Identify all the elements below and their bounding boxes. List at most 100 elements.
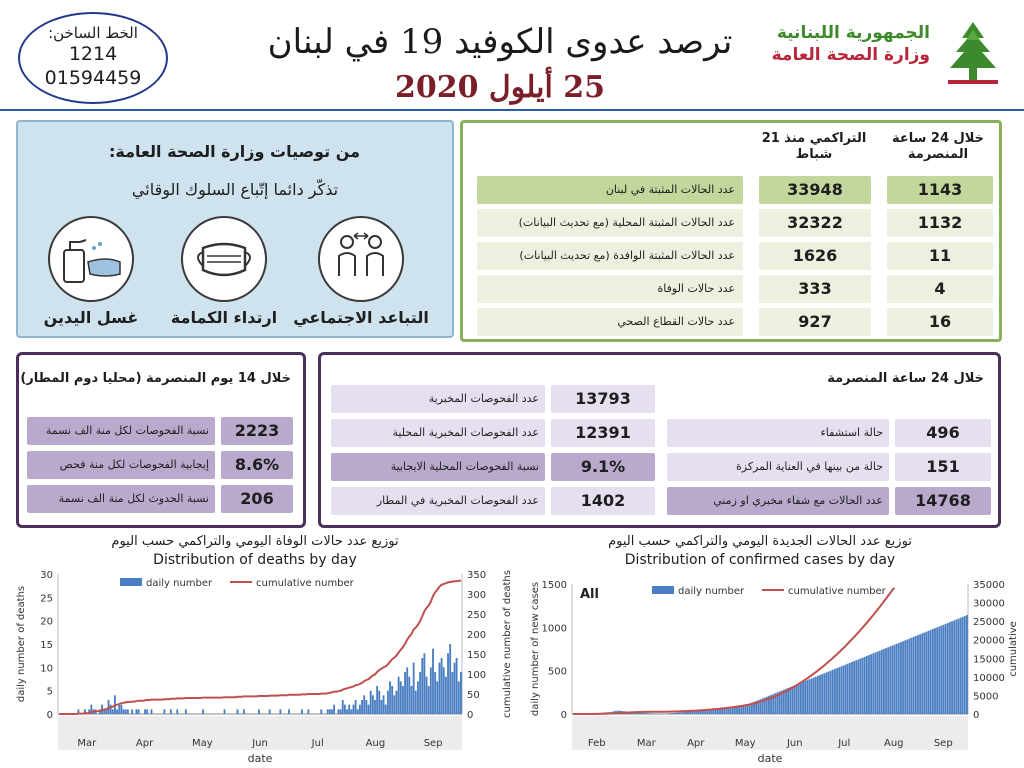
cases-annotation: All	[580, 587, 599, 602]
deaths-bar	[451, 672, 454, 714]
cases-bar	[891, 645, 894, 714]
cases-bar	[944, 623, 947, 714]
cases-bar	[823, 673, 826, 714]
deaths-bar	[144, 709, 146, 714]
deaths-bar	[378, 690, 381, 714]
hand-washing-icon	[48, 216, 134, 302]
cases-bar	[716, 709, 719, 714]
deaths-bar	[320, 709, 323, 714]
cases-bar	[757, 700, 760, 714]
cases-bar	[834, 668, 836, 714]
deaths-bar	[341, 700, 344, 714]
cases-bar	[727, 708, 730, 714]
cases-bar	[908, 638, 911, 714]
deaths-bar	[109, 704, 112, 714]
cases-bar	[906, 639, 909, 714]
stat-local-positivity: 9.1%	[551, 453, 655, 481]
cases-bar	[874, 652, 877, 714]
cases-bar	[880, 649, 883, 714]
deaths-bar	[399, 681, 402, 714]
cases-bar	[838, 667, 841, 714]
cases-bar	[742, 705, 745, 714]
deaths-bar	[410, 686, 413, 714]
deaths-bar	[356, 709, 359, 714]
deaths-legend-daily: daily number	[146, 578, 213, 589]
deaths-bar	[236, 709, 239, 714]
cases-bar	[670, 713, 672, 714]
cases-cumulative-line	[573, 587, 896, 715]
deaths-bar	[122, 709, 125, 714]
cases-y2tick-label: 10000	[973, 673, 1005, 684]
deaths-date-band	[58, 716, 462, 750]
cedar-logo-icon	[948, 22, 998, 84]
cases-chart-title: Distribution of confirmed cases by day	[624, 552, 896, 568]
stat-total-confirmed: 33948	[759, 176, 871, 204]
cases-bar	[940, 625, 943, 714]
cases-bar	[708, 710, 711, 714]
deaths-y2tick-label: 150	[467, 650, 486, 661]
deaths-bar	[124, 709, 127, 714]
cases-bar	[802, 681, 804, 714]
cases-bar	[927, 630, 930, 714]
deaths-bar	[350, 709, 353, 714]
social-distancing-icon	[318, 216, 404, 302]
cases-bar	[772, 694, 775, 714]
deaths-bar	[337, 709, 340, 714]
cases-bar	[853, 661, 856, 714]
stat-tests-per-100k: 2223	[221, 417, 293, 445]
cases-bar	[936, 627, 939, 714]
stat-recovered: 14768	[895, 487, 991, 515]
deaths-y2tick-label: 350	[467, 570, 486, 581]
cases-bar	[876, 651, 879, 714]
deaths-bar	[258, 709, 260, 714]
deaths-month-label: Aug	[366, 738, 386, 749]
deaths-bar	[137, 709, 140, 714]
deaths-bar	[150, 709, 153, 714]
deaths-bar	[417, 681, 419, 714]
cases-bar	[795, 684, 798, 714]
cases-bar	[808, 679, 811, 714]
recommendations-heading: من توصيات وزارة الصحة العامة:	[108, 142, 360, 161]
cases-bar	[957, 618, 960, 714]
deaths-bar	[429, 667, 432, 714]
deaths-bar	[371, 695, 374, 714]
cases-bar	[885, 648, 887, 714]
cases-bar	[768, 695, 770, 714]
cases-bar	[778, 691, 781, 714]
col-header-cumulative: التراكمي منذ 21 شباط	[761, 131, 867, 162]
deaths-bar	[118, 704, 121, 714]
deaths-bar	[279, 709, 282, 714]
cases-bar	[753, 701, 755, 714]
deaths-bar	[444, 676, 447, 714]
stat-positivity-rate: 8.6%	[221, 451, 293, 479]
deaths-month-label: Apr	[136, 738, 154, 749]
deaths-cumulative-line	[59, 579, 461, 715]
deaths-bar	[395, 690, 398, 714]
deaths-bar	[176, 709, 179, 714]
deaths-bar	[131, 709, 134, 714]
cases-bar	[966, 614, 968, 714]
cases-bar	[782, 689, 785, 714]
deaths-bar	[328, 709, 331, 714]
cases-bar	[672, 712, 675, 714]
deaths-ytick-label: 10	[40, 663, 53, 674]
hotline-label: الخط الساخن:	[48, 24, 138, 42]
deaths-bar	[453, 662, 456, 714]
face-mask-icon	[181, 216, 267, 302]
deaths-ytick-label: 5	[47, 687, 53, 698]
deaths-bar	[169, 709, 172, 714]
cases-bar	[693, 711, 696, 714]
cases-y2tick-label: 35000	[973, 580, 1005, 591]
cases-bar	[697, 710, 700, 714]
cases-month-label: Feb	[588, 738, 606, 749]
deaths-bar	[374, 700, 376, 714]
deaths-month-label: Mar	[77, 738, 97, 749]
cases-bar	[761, 698, 764, 714]
label-lab-tests: عدد الفحوصات المخبرية	[331, 385, 545, 413]
cases-bar	[676, 712, 679, 714]
cases-bar	[648, 713, 651, 714]
label-positivity-rate: إيجابية الفحوصات لكل منة فحص	[27, 451, 215, 479]
page-title: ترصد عدوى الكوفيد 19 في لبنان	[267, 22, 733, 62]
deaths-chart-title-ar: توزيع عدد حالات الوفاة اليومي والتراكمي …	[111, 534, 399, 549]
cases-bar	[868, 655, 870, 714]
